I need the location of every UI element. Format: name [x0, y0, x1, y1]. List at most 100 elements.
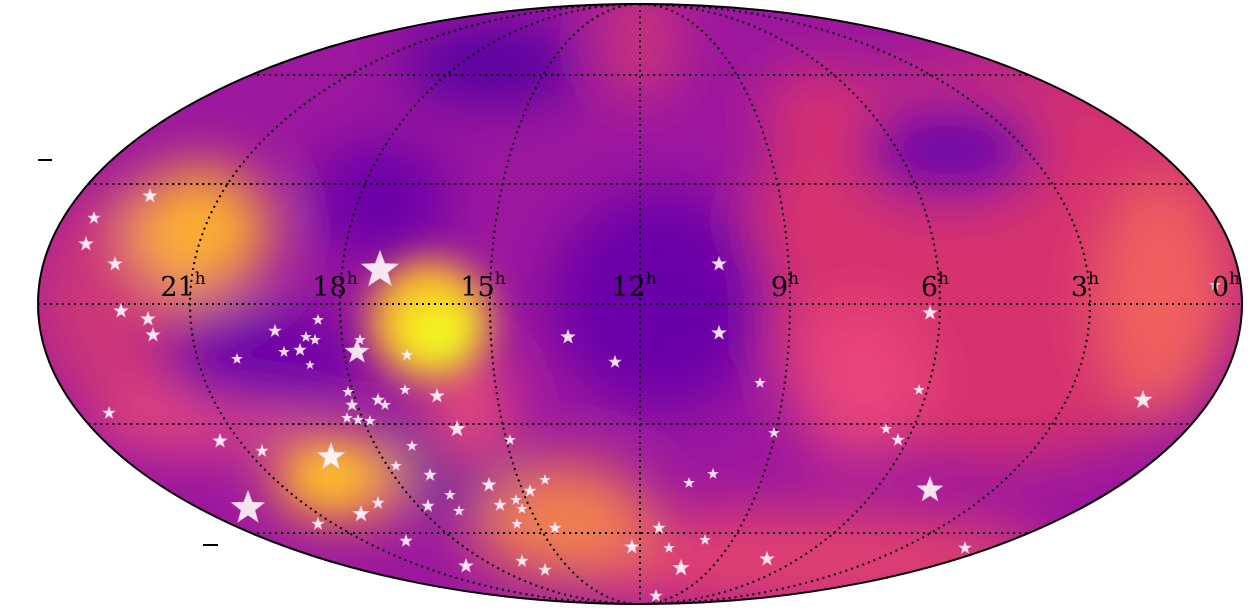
- sources: [78, 187, 1221, 602]
- source-star: [142, 187, 158, 203]
- hour-unit: h: [1229, 269, 1240, 289]
- hour-label: 18h: [312, 269, 357, 303]
- hour-unit: h: [495, 269, 506, 289]
- source-star: [400, 347, 414, 361]
- hour-label: 6h: [921, 269, 949, 303]
- source-star: [300, 330, 312, 342]
- source-star: [453, 504, 465, 516]
- source-star: [511, 517, 523, 529]
- source-star: [268, 323, 282, 337]
- source-star: [360, 249, 400, 287]
- source-star: [371, 392, 385, 406]
- hour-number: 3: [1071, 272, 1088, 303]
- source-star: [352, 413, 364, 425]
- source-star: [481, 476, 497, 492]
- source-star: [344, 338, 370, 363]
- source-star: [255, 443, 269, 457]
- source-star: [922, 304, 938, 320]
- source-star: [707, 467, 719, 479]
- hour-number: 0: [1212, 272, 1229, 303]
- hour-label: 12h: [611, 269, 656, 303]
- source-star: [523, 483, 537, 497]
- hour-number: 18: [312, 272, 346, 303]
- source-star: [913, 383, 925, 395]
- hour-unit: h: [1088, 269, 1099, 289]
- hour-number: 9: [771, 272, 788, 303]
- hour-label: 9h: [771, 269, 799, 303]
- source-star: [560, 328, 576, 344]
- source-star: [379, 398, 391, 410]
- source-star: [448, 419, 466, 437]
- source-star: [305, 359, 315, 370]
- source-star: [1209, 278, 1221, 290]
- source-star: [538, 562, 552, 576]
- source-star: [711, 255, 727, 271]
- source-star: [140, 310, 156, 326]
- hour-label: 0h: [1212, 269, 1240, 303]
- source-star: [880, 422, 892, 434]
- source-star: [608, 354, 622, 368]
- source-star: [672, 558, 690, 576]
- hour-number: 12: [611, 272, 645, 303]
- hour-unit: h: [347, 269, 358, 289]
- source-star: [371, 495, 385, 509]
- source-star: [399, 383, 411, 395]
- source-star: [759, 550, 775, 566]
- source-star: [312, 313, 324, 325]
- source-star: [421, 498, 435, 512]
- source-star: [458, 557, 474, 573]
- source-star: [212, 432, 228, 448]
- source-star: [548, 520, 562, 534]
- source-star: [699, 533, 711, 545]
- source-star: [364, 414, 376, 426]
- source-star: [406, 439, 418, 451]
- hour-unit: h: [788, 269, 799, 289]
- source-star: [87, 210, 101, 224]
- source-star: [399, 533, 413, 547]
- source-star: [352, 504, 370, 522]
- hour-label: 3h: [1071, 269, 1099, 303]
- source-star: [311, 516, 325, 530]
- source-star: [78, 235, 94, 251]
- source-star: [444, 488, 456, 500]
- hour-unit: h: [195, 269, 206, 289]
- source-star: [342, 385, 354, 397]
- map-border: [37, 3, 1243, 605]
- source-star: [354, 333, 366, 345]
- source-star: [768, 426, 780, 438]
- source-star: [230, 489, 266, 523]
- source-star: [649, 588, 663, 602]
- source-star: [891, 432, 905, 446]
- hour-label: 15h: [460, 269, 505, 303]
- source-star: [624, 538, 640, 554]
- hour-unit: h: [646, 269, 657, 289]
- source-star: [539, 473, 551, 485]
- source-star: [493, 497, 507, 511]
- source-star: [711, 324, 727, 340]
- source-star: [515, 553, 529, 567]
- source-star: [309, 333, 321, 345]
- source-star: [231, 352, 243, 364]
- source-star: [423, 467, 437, 481]
- source-star: [652, 520, 666, 534]
- hour-number: 21: [160, 272, 194, 303]
- source-star: [113, 302, 129, 318]
- source-star: [429, 387, 445, 403]
- source-star: [102, 405, 116, 419]
- source-star: [390, 459, 402, 471]
- hour-unit: h: [938, 269, 949, 289]
- source-star: [145, 326, 161, 342]
- source-star: [504, 433, 516, 445]
- source-star: [754, 376, 766, 388]
- source-star: [293, 342, 307, 356]
- source-star: [958, 540, 972, 554]
- hour-label: 21h: [160, 269, 205, 303]
- source-star: [107, 255, 123, 271]
- source-star: [1133, 389, 1153, 409]
- source-star: [316, 441, 346, 470]
- source-star: [345, 397, 359, 411]
- graticule: [38, 3, 1242, 605]
